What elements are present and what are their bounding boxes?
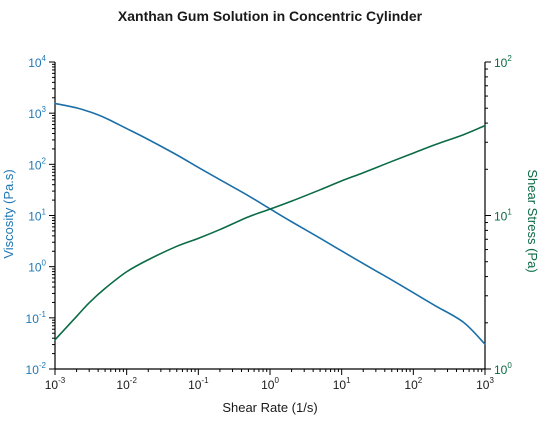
- y-left-tick-label: 101: [28, 208, 46, 224]
- x-tick-label: 101: [333, 376, 351, 392]
- x-tick-label: 10-2: [116, 376, 137, 392]
- x-tick-label: 10-3: [45, 376, 66, 392]
- y-right-tick-label: 101: [494, 208, 512, 224]
- x-tick-label: 100: [261, 376, 279, 392]
- viscosity-series-line: [54, 102, 486, 346]
- x-axis-label: Shear Rate (1/s): [222, 400, 317, 415]
- y-right-tick-label: 100: [494, 361, 512, 377]
- y-right-axis-label: Shear Stress (Pa): [525, 169, 538, 272]
- y-left-tick-label: 10-1: [26, 310, 47, 326]
- y-right-tick-label: 102: [494, 54, 512, 70]
- y-left-tick-label: 10-2: [26, 361, 47, 377]
- axes: [49, 61, 491, 375]
- y-left-tick-label: 100: [28, 259, 46, 275]
- chart-title: Xanthan Gum Solution in Concentric Cylin…: [118, 8, 423, 24]
- tick-labels: 10-3 10-2 10-1 100 101 102 1031041031021011001…: [26, 54, 513, 392]
- x-tick-label: 10-1: [188, 376, 209, 392]
- shear-stress-series-line: [54, 124, 486, 341]
- x-tick-label: 102: [404, 376, 422, 392]
- y-left-axis-label: Viscosity (Pa.s): [1, 169, 16, 258]
- x-tick-label: 103: [476, 376, 494, 392]
- y-left-tick-label: 103: [28, 105, 46, 121]
- series-layer: [54, 102, 486, 346]
- y-left-tick-label: 102: [28, 156, 46, 172]
- y-left-tick-label: 104: [28, 54, 46, 70]
